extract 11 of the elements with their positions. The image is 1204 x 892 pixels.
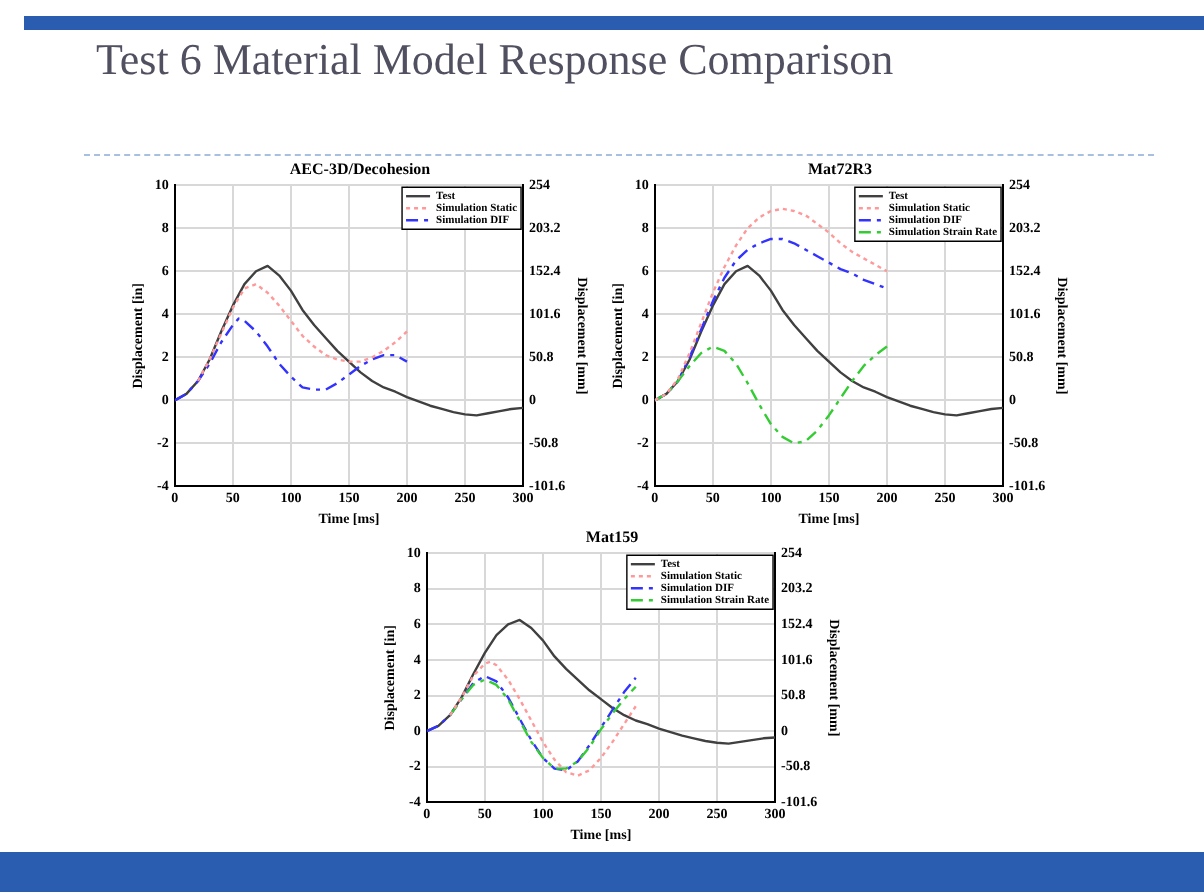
line-series <box>654 207 889 402</box>
line-series <box>654 345 889 445</box>
line-series <box>448 660 637 777</box>
chart-title: Mat72R3 <box>808 159 872 178</box>
chart-title: AEC-3D/Decohesion <box>289 159 432 178</box>
chart-title: Mat159 <box>585 527 639 546</box>
text: Test 6 Material Model Response Comparison <box>96 32 896 86</box>
line-series <box>196 282 409 383</box>
line-series <box>426 674 637 772</box>
line-series <box>174 317 409 402</box>
line-series <box>448 678 637 770</box>
